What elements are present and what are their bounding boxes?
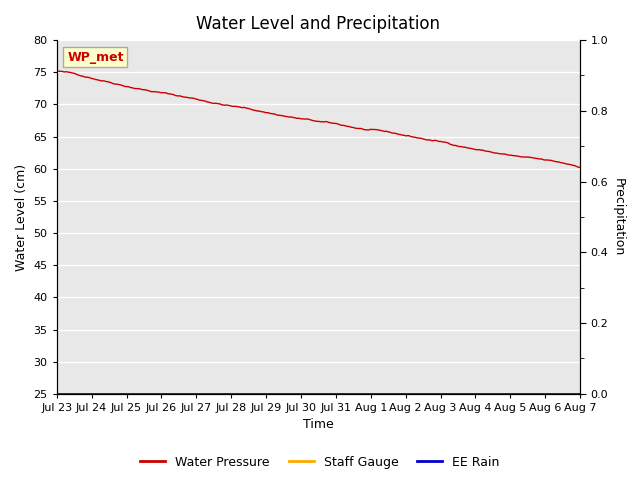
Staff Gauge	[294, 391, 302, 396]
Water Pressure	[53, 68, 61, 74]
Staff Gauge	[554, 391, 561, 396]
Water Pressure	[332, 120, 340, 126]
Water Pressure	[362, 127, 369, 132]
Staff Gauge	[362, 391, 369, 396]
Staff Gauge	[332, 391, 340, 396]
EE Rain	[569, 391, 577, 396]
EE Rain	[554, 391, 561, 396]
Title: Water Level and Precipitation: Water Level and Precipitation	[196, 15, 440, 33]
EE Rain	[577, 391, 584, 396]
EE Rain	[332, 391, 340, 396]
EE Rain	[53, 391, 61, 396]
Text: WP_met: WP_met	[67, 51, 124, 64]
Water Pressure	[577, 165, 584, 170]
EE Rain	[362, 391, 369, 396]
EE Rain	[294, 391, 302, 396]
Water Pressure	[294, 116, 302, 121]
Y-axis label: Precipitation: Precipitation	[612, 178, 625, 256]
Staff Gauge	[193, 391, 200, 396]
Water Pressure	[193, 96, 200, 102]
Water Pressure	[554, 159, 561, 165]
Water Pressure	[569, 162, 577, 168]
Legend: Water Pressure, Staff Gauge, EE Rain: Water Pressure, Staff Gauge, EE Rain	[136, 451, 504, 474]
Staff Gauge	[577, 391, 584, 396]
Staff Gauge	[569, 391, 577, 396]
Y-axis label: Water Level (cm): Water Level (cm)	[15, 163, 28, 271]
X-axis label: Time: Time	[303, 419, 334, 432]
Line: Water Pressure: Water Pressure	[57, 71, 580, 168]
EE Rain	[193, 391, 200, 396]
Staff Gauge	[53, 391, 61, 396]
